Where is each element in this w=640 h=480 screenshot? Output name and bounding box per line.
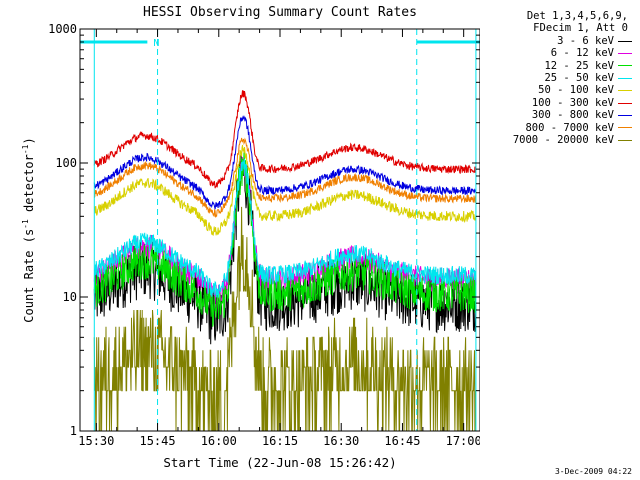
x-tick-label: 15:45 bbox=[139, 434, 175, 448]
legend-swatch bbox=[618, 77, 632, 79]
y-tick-label: 1 bbox=[70, 424, 77, 438]
marker-layer: N bbox=[80, 29, 480, 431]
legend-label: 6 - 12 keV bbox=[550, 47, 614, 60]
x-tick-label: 15:30 bbox=[78, 434, 114, 448]
axis-layer: 15:30 15:45 16:00 16:15 16:30 16:45 17:00 1 10 10… bbox=[48, 22, 480, 448]
legend-label: 300 - 800 keV bbox=[531, 109, 614, 122]
y-axis-label: Count Rate (s-1 detector-1) bbox=[21, 137, 36, 322]
legend-entry: 3 - 6 keV bbox=[482, 35, 632, 47]
legend-swatch bbox=[618, 90, 632, 92]
legend-swatch bbox=[618, 65, 632, 67]
y-axis-label-main: Count Rate (s bbox=[22, 229, 36, 323]
legend-swatch bbox=[618, 114, 632, 116]
x-tick-label: 17:00 bbox=[446, 434, 480, 448]
x-tick-label: 16:00 bbox=[201, 434, 237, 448]
series-line bbox=[93, 115, 477, 210]
legend-swatch bbox=[618, 127, 632, 129]
legend-label: 800 - 7000 keV bbox=[525, 121, 614, 134]
legend-entry: 6 - 12 keV bbox=[482, 47, 632, 59]
legend-entry: 800 - 7000 keV bbox=[482, 122, 632, 134]
count-rate-chart: HESSI Observing Summary Count Rates N 15… bbox=[21, 5, 480, 470]
y-tick-label: 100 bbox=[55, 156, 77, 170]
legend-entry: 50 - 100 keV bbox=[482, 84, 632, 96]
legend: Det 1,3,4,5,6,9, FDecim 1, Att 0 3 - 6 k… bbox=[482, 10, 632, 146]
y-tick-label: 10 bbox=[63, 290, 77, 304]
legend-entry: 7000 - 20000 keV bbox=[482, 134, 632, 146]
legend-entries: 3 - 6 keV 6 - 12 keV 12 - 25 keV 25 - 50 ke… bbox=[482, 35, 632, 147]
legend-entry: 100 - 300 keV bbox=[482, 97, 632, 109]
legend-label: 3 - 6 keV bbox=[557, 34, 614, 47]
y-axis-label-sup1: -1 bbox=[21, 219, 30, 229]
x-tick-label: 16:30 bbox=[323, 434, 359, 448]
legend-label: 100 - 300 keV bbox=[531, 96, 614, 109]
legend-label: 50 - 100 keV bbox=[538, 84, 614, 97]
legend-swatch bbox=[618, 52, 632, 54]
legend-entry: 300 - 800 keV bbox=[482, 109, 632, 121]
legend-swatch bbox=[618, 102, 632, 104]
date-stamp: 3-Dec-2009 04:22 bbox=[554, 467, 632, 476]
x-tick-label: 16:45 bbox=[384, 434, 420, 448]
night-label: N bbox=[153, 38, 159, 49]
x-axis-label: Start Time (22-Jun-08 15:26:42) bbox=[163, 455, 396, 470]
legend-decimation-line: FDecim 1, Att 0 bbox=[533, 22, 628, 35]
x-tick-label: 16:15 bbox=[262, 434, 298, 448]
legend-entry: 12 - 25 keV bbox=[482, 60, 632, 72]
y-axis-label-sup2: -1 bbox=[21, 144, 30, 154]
legend-detector-line: Det 1,3,4,5,6,9, bbox=[526, 10, 628, 22]
chart-title: HESSI Observing Summary Count Rates bbox=[143, 5, 417, 20]
series-line bbox=[93, 137, 477, 218]
legend-label: 7000 - 20000 keV bbox=[512, 134, 614, 147]
legend-label: 12 - 25 keV bbox=[544, 59, 614, 72]
series-line bbox=[93, 144, 477, 236]
y-axis-label-end: ) bbox=[22, 137, 36, 144]
legend-label: 25 - 50 keV bbox=[544, 72, 614, 85]
series-layer bbox=[93, 90, 477, 432]
series-line bbox=[93, 90, 477, 189]
y-axis-label-mid: detector bbox=[22, 154, 36, 219]
legend-swatch bbox=[618, 139, 632, 141]
legend-swatch bbox=[618, 40, 632, 42]
y-tick-label: 1000 bbox=[48, 22, 77, 36]
legend-entry: 25 - 50 keV bbox=[482, 72, 632, 84]
